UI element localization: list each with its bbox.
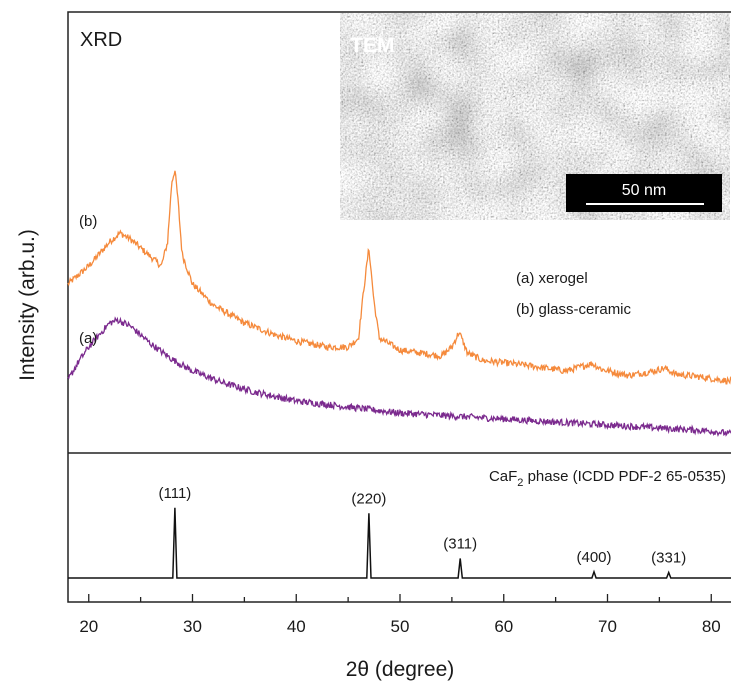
peak-label: (111): [159, 485, 192, 502]
x-tick-label: 80: [702, 617, 721, 636]
x-tick-label: 60: [494, 617, 513, 636]
reference-title: CaF2 phase (ICDD PDF-2 65-0535): [489, 468, 726, 489]
y-axis-title: Intensity (arb.u.): [16, 229, 39, 381]
reference-title-pre: CaF: [489, 468, 517, 485]
peak-label: (331): [651, 550, 686, 567]
series-label-b: (b): [79, 213, 97, 230]
reference-title-sub: 2: [517, 477, 523, 489]
panel-label: XRD: [80, 29, 122, 51]
reference-pattern-line: [68, 507, 731, 579]
legend-entry-xerogel: (a) xerogel: [516, 270, 588, 287]
x-tick-label: 20: [79, 617, 98, 636]
scale-bar-label: 50 nm: [622, 182, 666, 199]
peak-label: (400): [576, 549, 611, 566]
reference-layer: (111) (220) (311) (400) (331): [68, 485, 731, 579]
series-line-glass-ceramic: [67, 170, 731, 385]
x-tick-label: 70: [598, 617, 617, 636]
series-label-a: (a): [79, 330, 97, 347]
legend-entry-glass-ceramic: (b) glass-ceramic: [516, 301, 632, 318]
tem-label: TEM: [350, 34, 394, 57]
x-tick-label: 30: [183, 617, 202, 636]
x-axis: 20 30 40 50 60 70 80: [79, 594, 721, 636]
series-layer: [67, 170, 731, 438]
x-tick-label: 50: [391, 617, 410, 636]
reference-title-post: phase (ICDD PDF-2 65-0535): [523, 468, 726, 485]
x-axis-title: 2θ (degree): [346, 658, 455, 681]
series-line-xerogel: [67, 316, 731, 438]
tem-inset: TEM 50 nm: [340, 13, 730, 220]
scale-bar-box: [566, 174, 722, 212]
peak-label: (311): [443, 536, 477, 553]
x-tick-label: 40: [287, 617, 306, 636]
peak-label: (220): [351, 490, 386, 507]
